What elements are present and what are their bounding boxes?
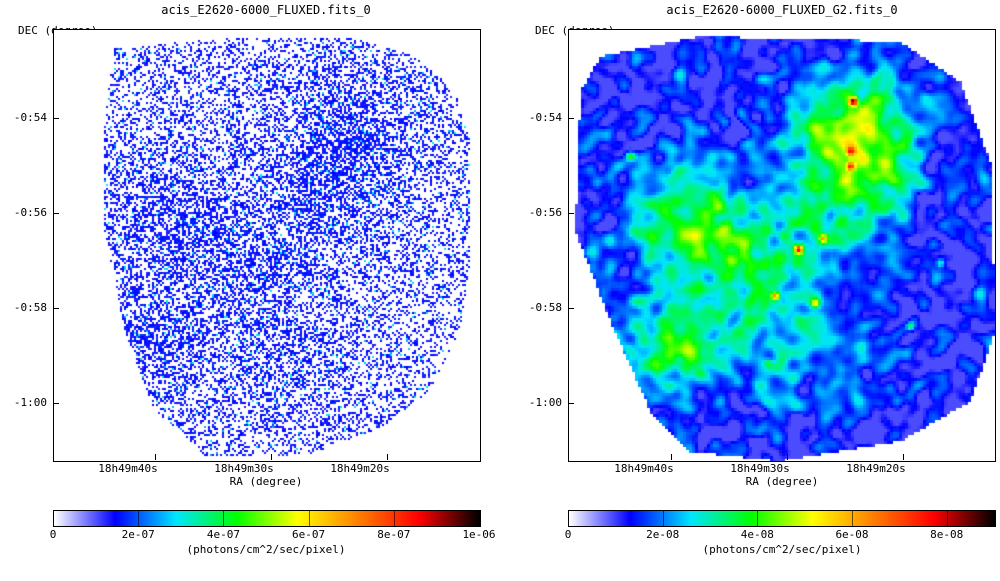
colorbar-tick bbox=[138, 511, 140, 526]
x-axis-label: RA (degree) bbox=[229, 475, 303, 488]
colorbar-label: (photons/cm^2/sec/pixel) bbox=[186, 543, 346, 556]
colorbar-tick-label: 0 bbox=[49, 528, 57, 541]
x-axis-label: RA (degree) bbox=[745, 475, 819, 488]
x-tick-label: 18h49m20s bbox=[846, 462, 906, 475]
panel-title: acis_E2620-6000_FLUXED_G2.fits_0 bbox=[666, 3, 898, 17]
colorbar-tick bbox=[946, 511, 948, 526]
colorbar-tick-label: 0 bbox=[564, 528, 572, 541]
colorbar-tick-label: 6e-07 bbox=[292, 528, 326, 541]
x-tick-label: 18h49m30s bbox=[730, 462, 790, 475]
x-tick bbox=[271, 454, 272, 460]
x-tick bbox=[155, 454, 156, 460]
y-tick-label: -0:56 bbox=[13, 206, 47, 219]
colorbar-tick-label: 4e-08 bbox=[740, 528, 774, 541]
y-tick-label: -0:54 bbox=[13, 111, 47, 124]
panel-title: acis_E2620-6000_FLUXED.fits_0 bbox=[161, 3, 371, 17]
x-tick bbox=[903, 454, 904, 460]
colorbar-tick bbox=[757, 511, 759, 526]
y-tick-label: -0:54 bbox=[528, 111, 562, 124]
colorbar bbox=[53, 510, 481, 527]
y-tick bbox=[568, 213, 574, 214]
y-tick bbox=[568, 308, 574, 309]
y-tick bbox=[568, 403, 574, 404]
y-tick-label: -1:00 bbox=[13, 396, 47, 409]
colorbar-label: (photons/cm^2/sec/pixel) bbox=[702, 543, 862, 556]
y-tick bbox=[53, 403, 59, 404]
y-tick-label: -1:00 bbox=[528, 396, 562, 409]
colorbar-tick-label: 6e-08 bbox=[835, 528, 869, 541]
y-tick bbox=[53, 213, 59, 214]
colorbar-gradient bbox=[569, 511, 995, 526]
y-tick bbox=[53, 118, 59, 119]
x-tick bbox=[387, 454, 388, 460]
x-tick-label: 18h49m20s bbox=[330, 462, 390, 475]
colorbar-tick bbox=[852, 511, 853, 526]
colorbar-tick bbox=[662, 511, 664, 526]
colorbar-tick-label: 8e-07 bbox=[377, 528, 411, 541]
sky-image bbox=[54, 30, 480, 461]
image-plot[interactable] bbox=[568, 29, 996, 462]
colorbar bbox=[568, 510, 996, 527]
x-tick bbox=[671, 454, 672, 460]
colorbar-tick-label: 2e-07 bbox=[121, 528, 155, 541]
colorbar-tick-label: 8e-08 bbox=[930, 528, 964, 541]
y-tick-label: -0:56 bbox=[528, 206, 562, 219]
x-tick bbox=[787, 454, 788, 460]
y-tick-label: -0:58 bbox=[528, 301, 562, 314]
y-tick bbox=[568, 118, 574, 119]
y-tick-label: -0:58 bbox=[13, 301, 47, 314]
colorbar-tick bbox=[308, 511, 310, 526]
sky-image bbox=[569, 30, 995, 461]
colorbar-tick-label: 2e-08 bbox=[646, 528, 680, 541]
y-tick bbox=[53, 308, 59, 309]
colorbar-gradient bbox=[54, 511, 480, 526]
image-plot[interactable] bbox=[53, 29, 481, 462]
colorbar-tick bbox=[393, 511, 395, 526]
colorbar-tick-label: 4e-07 bbox=[206, 528, 240, 541]
x-tick-label: 18h49m40s bbox=[614, 462, 674, 475]
x-tick-label: 18h49m30s bbox=[214, 462, 274, 475]
x-tick-label: 18h49m40s bbox=[98, 462, 158, 475]
colorbar-tick-label: 1e-06 bbox=[462, 528, 496, 541]
colorbar-tick bbox=[223, 511, 225, 526]
